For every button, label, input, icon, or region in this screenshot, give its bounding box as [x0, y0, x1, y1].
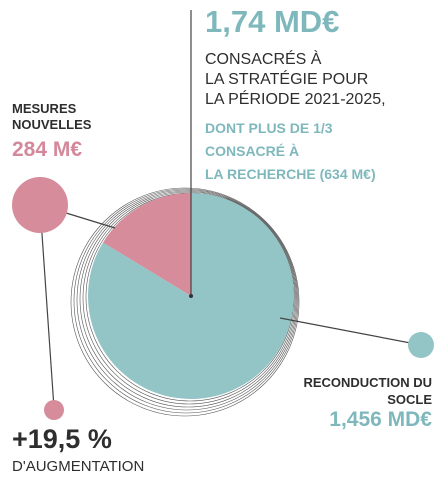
center-dot [189, 294, 193, 298]
subtitle: CONSACRÉS À [205, 51, 322, 68]
highlight: CONSACRÉ À [205, 143, 300, 159]
subtitle: LA PÉRIODE 2021-2025, [205, 91, 386, 108]
value-label: 284 M€ [12, 138, 83, 161]
highlight: LA RECHERCHE (634 M€) [205, 166, 376, 182]
category-label: MESURES NOUVELLES [12, 101, 92, 132]
subtitle: LA STRATÉGIE POUR [205, 71, 369, 88]
bubble [44, 400, 64, 420]
title: 1,74 MD€ [205, 4, 340, 39]
highlight: DONT PLUS DE 1/3 [205, 120, 333, 136]
pie-slice [102, 193, 191, 296]
value-label: 1,456 MD€ [329, 408, 432, 431]
connector [279, 317, 422, 346]
category-label: RECONDUCTION DU SOCLE [303, 375, 432, 407]
annotation-value: +19,5 % [12, 424, 112, 454]
bubble [408, 332, 434, 358]
annotation-label: D'AUGMENTATION [12, 458, 145, 475]
connector [39, 204, 55, 409]
bubble [12, 177, 68, 233]
hatched-ring [70, 187, 300, 417]
